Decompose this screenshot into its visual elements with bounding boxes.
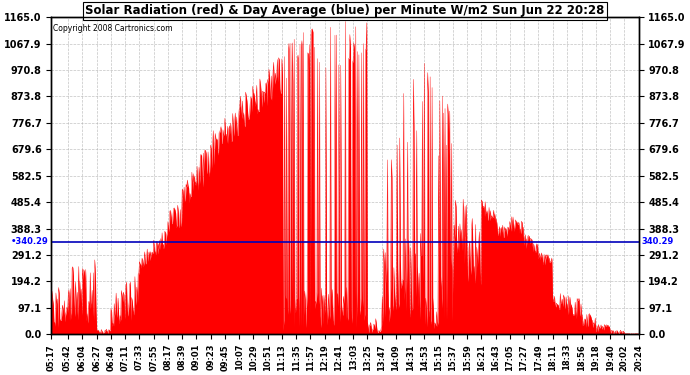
Text: •340.29: •340.29 <box>11 237 48 246</box>
Title: Solar Radiation (red) & Day Average (blue) per Minute W/m2 Sun Jun 22 20:28: Solar Radiation (red) & Day Average (blu… <box>86 4 604 17</box>
Text: Copyright 2008 Cartronics.com: Copyright 2008 Cartronics.com <box>52 24 172 33</box>
Text: 340.29: 340.29 <box>642 237 673 246</box>
